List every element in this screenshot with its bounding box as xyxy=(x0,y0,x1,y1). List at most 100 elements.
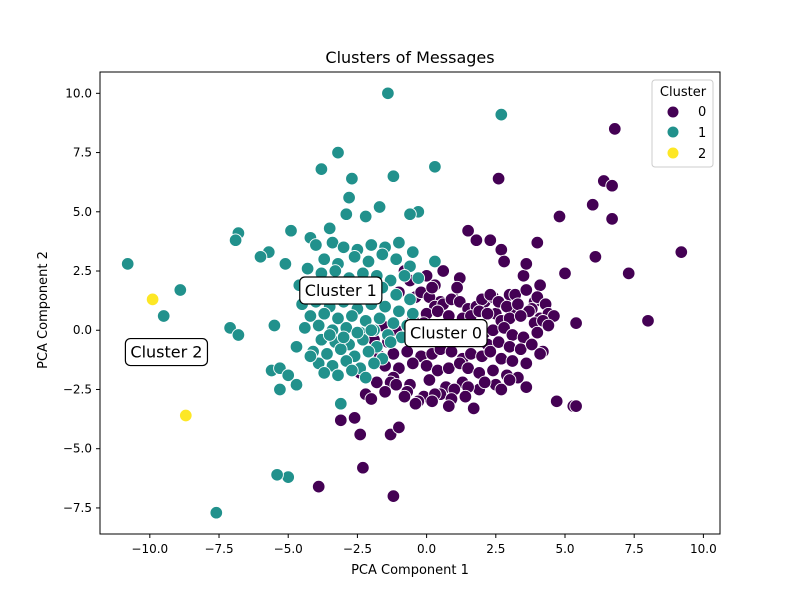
data-point-cluster-0 xyxy=(483,344,498,359)
y-tick-label: 5.0 xyxy=(73,205,92,219)
data-point-cluster-0 xyxy=(605,178,619,193)
data-point-cluster-0 xyxy=(525,337,539,352)
data-point-cluster-0 xyxy=(621,266,636,281)
data-point-cluster-1 xyxy=(278,257,293,271)
data-point-cluster-0 xyxy=(497,254,511,269)
data-point-cluster-1 xyxy=(406,245,420,259)
data-point-cluster-1 xyxy=(336,240,351,255)
data-point-cluster-0 xyxy=(389,377,403,392)
data-point-cluster-0 xyxy=(356,460,370,475)
data-point-cluster-1 xyxy=(406,306,420,321)
data-point-cluster-0 xyxy=(530,325,545,340)
data-point-cluster-1 xyxy=(317,306,331,321)
data-point-cluster-1 xyxy=(350,325,365,340)
legend-frame xyxy=(651,79,714,168)
legend-marker-0 xyxy=(666,105,680,119)
x-axis-ticks: −10.0 −7.5 −5.0 −2.5 0.0 2.5 5.0 7.5 10.0 xyxy=(131,534,717,556)
data-point-cluster-0 xyxy=(549,394,564,409)
annotation-cluster-label: Cluster 1 xyxy=(299,276,383,305)
data-point-cluster-1 xyxy=(336,330,351,345)
data-point-cluster-0 xyxy=(334,413,348,428)
annotation-text: Cluster 1 xyxy=(305,281,377,300)
data-point-cluster-1 xyxy=(392,304,406,319)
data-point-cluster-0 xyxy=(502,340,517,354)
data-point-cluster-1 xyxy=(317,366,331,380)
legend-marker-2 xyxy=(666,146,680,160)
data-point-cluster-0 xyxy=(674,245,689,259)
data-point-cluster-0 xyxy=(408,396,423,411)
y-tick-label: 7.5 xyxy=(73,146,92,160)
data-point-cluster-1 xyxy=(281,470,295,484)
data-point-cluster-1 xyxy=(331,311,345,326)
annotation-box xyxy=(124,337,209,367)
data-point-cluster-0 xyxy=(641,314,655,328)
data-point-cluster-0 xyxy=(364,392,379,406)
data-point-cluster-0 xyxy=(533,347,547,361)
data-point-cluster-0 xyxy=(569,316,583,330)
data-point-cluster-0 xyxy=(397,389,412,404)
data-point-cluster-0 xyxy=(378,385,392,399)
data-point-cluster-0 xyxy=(569,399,583,413)
data-point-cluster-1 xyxy=(231,328,246,342)
data-point-cluster-0 xyxy=(494,242,509,257)
legend-entry-0: 0 xyxy=(666,105,706,120)
y-tick-label: −5.0 xyxy=(63,442,92,456)
data-point-cluster-0 xyxy=(469,233,484,247)
data-point-cluster-0 xyxy=(608,122,622,136)
data-point-cluster-0 xyxy=(585,197,600,212)
data-point-cluster-0 xyxy=(558,266,572,281)
legend-entry-1: 1 xyxy=(666,125,706,141)
data-point-cluster-1 xyxy=(342,190,356,205)
data-point-cluster-0 xyxy=(513,309,528,323)
data-point-cluster-1 xyxy=(303,309,318,323)
data-point-cluster-0 xyxy=(466,401,481,416)
data-point-cluster-1 xyxy=(273,382,287,397)
data-point-cluster-0 xyxy=(392,420,406,435)
data-point-cluster-0 xyxy=(516,269,531,283)
y-axis-label: PCA Component 2 xyxy=(36,251,51,369)
y-tick-label: −7.5 xyxy=(63,501,92,515)
data-point-cluster-0 xyxy=(450,280,464,295)
data-point-cluster-0 xyxy=(511,297,525,311)
data-point-cluster-1 xyxy=(209,505,224,520)
x-tick-label: 7.5 xyxy=(625,542,644,556)
x-tick-label: 10.0 xyxy=(690,542,717,556)
data-point-cluster-1 xyxy=(270,468,284,482)
data-point-cluster-0 xyxy=(519,356,534,371)
data-point-cluster-1 xyxy=(339,207,354,221)
data-point-cluster-1 xyxy=(331,368,345,383)
data-point-cluster-0 xyxy=(588,250,603,264)
x-axis-label: PCA Component 1 xyxy=(351,563,469,578)
data-point-cluster-1 xyxy=(345,309,359,323)
data-point-cluster-1 xyxy=(367,356,381,371)
data-point-cluster-0 xyxy=(494,351,509,366)
data-point-cluster-1 xyxy=(328,264,343,278)
data-point-cluster-1 xyxy=(411,271,426,285)
x-tick-label: 2.5 xyxy=(486,542,505,556)
annotation-cluster-label: Cluster 2 xyxy=(124,337,209,367)
data-point-cluster-1 xyxy=(331,145,345,160)
data-point-cluster-1 xyxy=(361,344,376,359)
data-point-cluster-1 xyxy=(289,377,304,392)
annotation-box xyxy=(299,276,383,305)
data-point-cluster-1 xyxy=(317,252,331,266)
legend-label-2: 2 xyxy=(698,147,706,162)
data-point-cluster-0 xyxy=(436,264,450,278)
data-point-cluster-0 xyxy=(477,375,492,390)
legend-label-0: 0 xyxy=(698,105,706,120)
data-point-cluster-0 xyxy=(422,373,437,387)
data-point-cluster-1 xyxy=(334,342,348,356)
data-point-cluster-1 xyxy=(253,250,268,264)
data-point-cluster-0 xyxy=(483,233,498,247)
data-point-cluster-0 xyxy=(541,318,556,333)
data-point-cluster-1 xyxy=(397,269,412,283)
data-point-cluster-1 xyxy=(284,223,298,238)
annotation-cluster-label: Cluster 0 xyxy=(404,319,488,348)
data-point-cluster-1 xyxy=(156,309,171,323)
data-point-cluster-1 xyxy=(347,250,362,264)
data-point-cluster-0 xyxy=(500,299,514,314)
data-point-cluster-1 xyxy=(364,238,379,252)
plot-frame xyxy=(99,71,721,535)
data-point-cluster-1 xyxy=(320,347,334,361)
